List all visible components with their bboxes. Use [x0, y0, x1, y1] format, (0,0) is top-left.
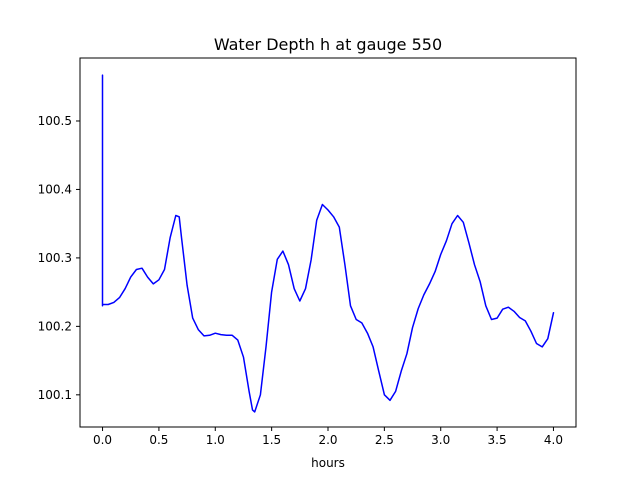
y-tick-label: 100.1	[38, 388, 72, 402]
x-tick-label: 4.0	[544, 433, 563, 447]
x-tick-label: 0.0	[93, 433, 112, 447]
x-tick-label: 2.0	[318, 433, 337, 447]
series-line-0	[101, 74, 555, 413]
x-tick-label: 3.5	[488, 433, 507, 447]
x-axis-label: hours	[311, 456, 345, 470]
y-tick-label: 100.4	[38, 182, 72, 196]
y-tick-label: 100.5	[38, 114, 72, 128]
x-tick-label: 1.0	[206, 433, 225, 447]
x-tick-label: 1.5	[262, 433, 281, 447]
chart-title: Water Depth h at gauge 550	[214, 35, 442, 54]
x-tick-label: 0.5	[149, 433, 168, 447]
plot-area: 0.0 0.5 1.0 1.5 2.0 2.5 3.0 3.5 4.0 100.1 100.2 100…	[38, 57, 577, 447]
x-tick-label: 2.5	[375, 433, 394, 447]
y-tick-label: 100.3	[38, 251, 72, 265]
y-tick-label: 100.2	[38, 319, 72, 333]
x-tick-label: 3.0	[431, 433, 450, 447]
